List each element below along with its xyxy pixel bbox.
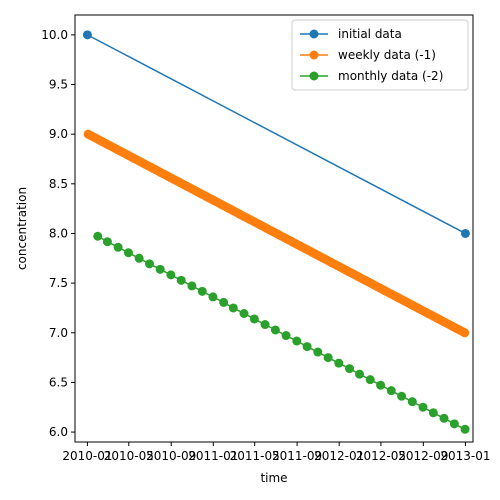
x-axis-label: time <box>260 471 287 485</box>
series-1 <box>82 30 470 238</box>
x-tick-label: 2012-09 <box>398 449 448 463</box>
data-point <box>428 408 438 418</box>
data-point <box>460 228 470 238</box>
legend-item: monthly data (-2) <box>300 69 443 83</box>
data-point <box>82 30 92 40</box>
x-tick-label: 2012-05 <box>356 449 406 463</box>
x-tick-label: 2011-09 <box>272 449 322 463</box>
y-tick-label: 10.0 <box>41 28 68 42</box>
y-tick-label: 9.0 <box>49 127 68 141</box>
data-point <box>249 314 259 324</box>
x-tick-label: 2011-01 <box>188 449 238 463</box>
legend-box <box>291 19 469 91</box>
data-point <box>228 303 238 313</box>
x-axis: 2010-012010-052010-092011-012011-052011-… <box>62 442 490 463</box>
data-point <box>460 424 470 434</box>
y-tick-label: 8.5 <box>49 177 68 191</box>
data-point <box>208 292 218 302</box>
data-point <box>134 253 144 263</box>
data-point <box>260 320 270 330</box>
plot-frame <box>74 14 474 443</box>
data-point <box>334 358 344 368</box>
y-tick-label: 6.0 <box>49 425 68 439</box>
y-tick-label: 7.5 <box>49 276 68 290</box>
data-point <box>397 391 407 401</box>
y-tick-label: 9.5 <box>49 78 68 92</box>
data-point <box>355 369 365 379</box>
data-point <box>407 397 417 407</box>
data-point <box>155 264 165 274</box>
data-point <box>439 413 449 423</box>
data-point <box>239 309 249 319</box>
legend-item: weekly data (-1) <box>300 48 436 62</box>
data-point <box>302 342 312 352</box>
y-tick-label: 7.0 <box>49 326 68 340</box>
data-point <box>292 336 302 346</box>
plot-area <box>82 30 470 434</box>
series-3 <box>93 231 470 434</box>
data-point <box>93 231 103 241</box>
y-axis: 6.0 6.5 7.0 7.5 8.0 8.5 9.0 9.5 10.0 <box>41 28 75 439</box>
x-tick-label: 2012-01 <box>314 449 364 463</box>
x-tick-label: 2010-01 <box>62 449 112 463</box>
x-tick-label: 2011-05 <box>230 449 280 463</box>
legend-marker <box>309 29 319 39</box>
x-tick-label: 2013-01 <box>440 449 490 463</box>
data-point <box>187 281 197 291</box>
legend-marker <box>309 50 319 60</box>
data-point <box>102 237 112 247</box>
data-point <box>166 270 176 280</box>
data-point <box>144 259 154 269</box>
data-point <box>386 386 396 396</box>
legend-marker <box>309 71 319 81</box>
data-point <box>219 297 229 307</box>
data-point <box>123 248 133 258</box>
y-tick-label: 8.0 <box>49 226 68 240</box>
data-point <box>313 347 323 357</box>
y-axis-label: concentration <box>15 187 29 270</box>
x-tick-label: 2010-05 <box>104 449 154 463</box>
data-point <box>176 275 186 285</box>
legend-label: monthly data (-2) <box>338 69 443 83</box>
data-point <box>376 380 386 390</box>
series-line <box>87 34 466 235</box>
x-tick-label: 2010-09 <box>146 449 196 463</box>
data-point <box>197 286 207 296</box>
y-tick-label: 6.5 <box>49 375 68 389</box>
data-point <box>323 353 333 363</box>
data-point <box>270 325 280 335</box>
data-point <box>365 375 375 385</box>
data-point <box>113 242 123 252</box>
data-point <box>460 328 470 338</box>
series-2 <box>83 129 470 338</box>
legend-item: initial data <box>300 27 402 41</box>
data-point <box>418 402 428 412</box>
legend: initial data weekly data (-1) monthly data… <box>291 19 469 91</box>
data-point <box>281 331 291 341</box>
data-point <box>449 419 459 429</box>
legend-label: weekly data (-1) <box>338 48 436 62</box>
legend-label: initial data <box>338 27 402 41</box>
data-point <box>345 364 355 374</box>
